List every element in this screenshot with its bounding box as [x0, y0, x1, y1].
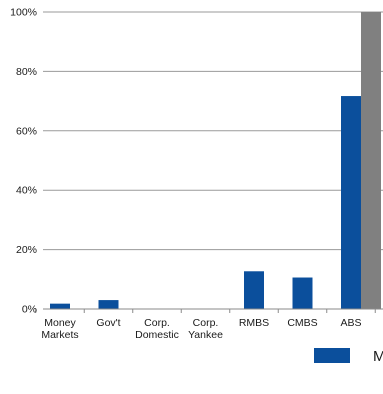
x-tick-label: ABS	[340, 317, 361, 329]
axes	[35, 308, 383, 313]
y-tick-label: 80%	[16, 66, 37, 78]
y-tick-label: 60%	[16, 125, 37, 137]
bar	[341, 96, 361, 310]
bar	[50, 303, 70, 309]
x-tick-label: Corp.	[193, 317, 219, 329]
y-tick-label: 100%	[10, 7, 37, 19]
legend-label: M	[373, 348, 383, 365]
x-tick-label: Gov't	[96, 317, 120, 329]
x-tick-label: Corp.	[144, 317, 170, 329]
x-tick-label: Money	[44, 317, 76, 329]
x-tick-label: Yankee	[188, 329, 223, 341]
legend: M	[314, 348, 383, 365]
bar	[292, 277, 313, 309]
y-tick-label: 20%	[16, 244, 37, 256]
y-tick-label: 40%	[16, 185, 37, 197]
y-tick-labels: 0% 20% 40% 60% 80% 100%	[10, 7, 37, 316]
x-tick-label: Domestic	[135, 329, 179, 341]
y-tick-label: 0%	[22, 304, 37, 316]
gridlines	[43, 11, 383, 251]
bar	[98, 300, 119, 309]
legend-swatch	[314, 348, 350, 363]
bar	[361, 12, 381, 309]
bars	[50, 12, 381, 310]
x-tick-label: Markets	[41, 329, 78, 341]
x-tick-label: RMBS	[239, 317, 269, 329]
x-tick-label: CMBS	[287, 317, 317, 329]
bar	[244, 271, 264, 309]
